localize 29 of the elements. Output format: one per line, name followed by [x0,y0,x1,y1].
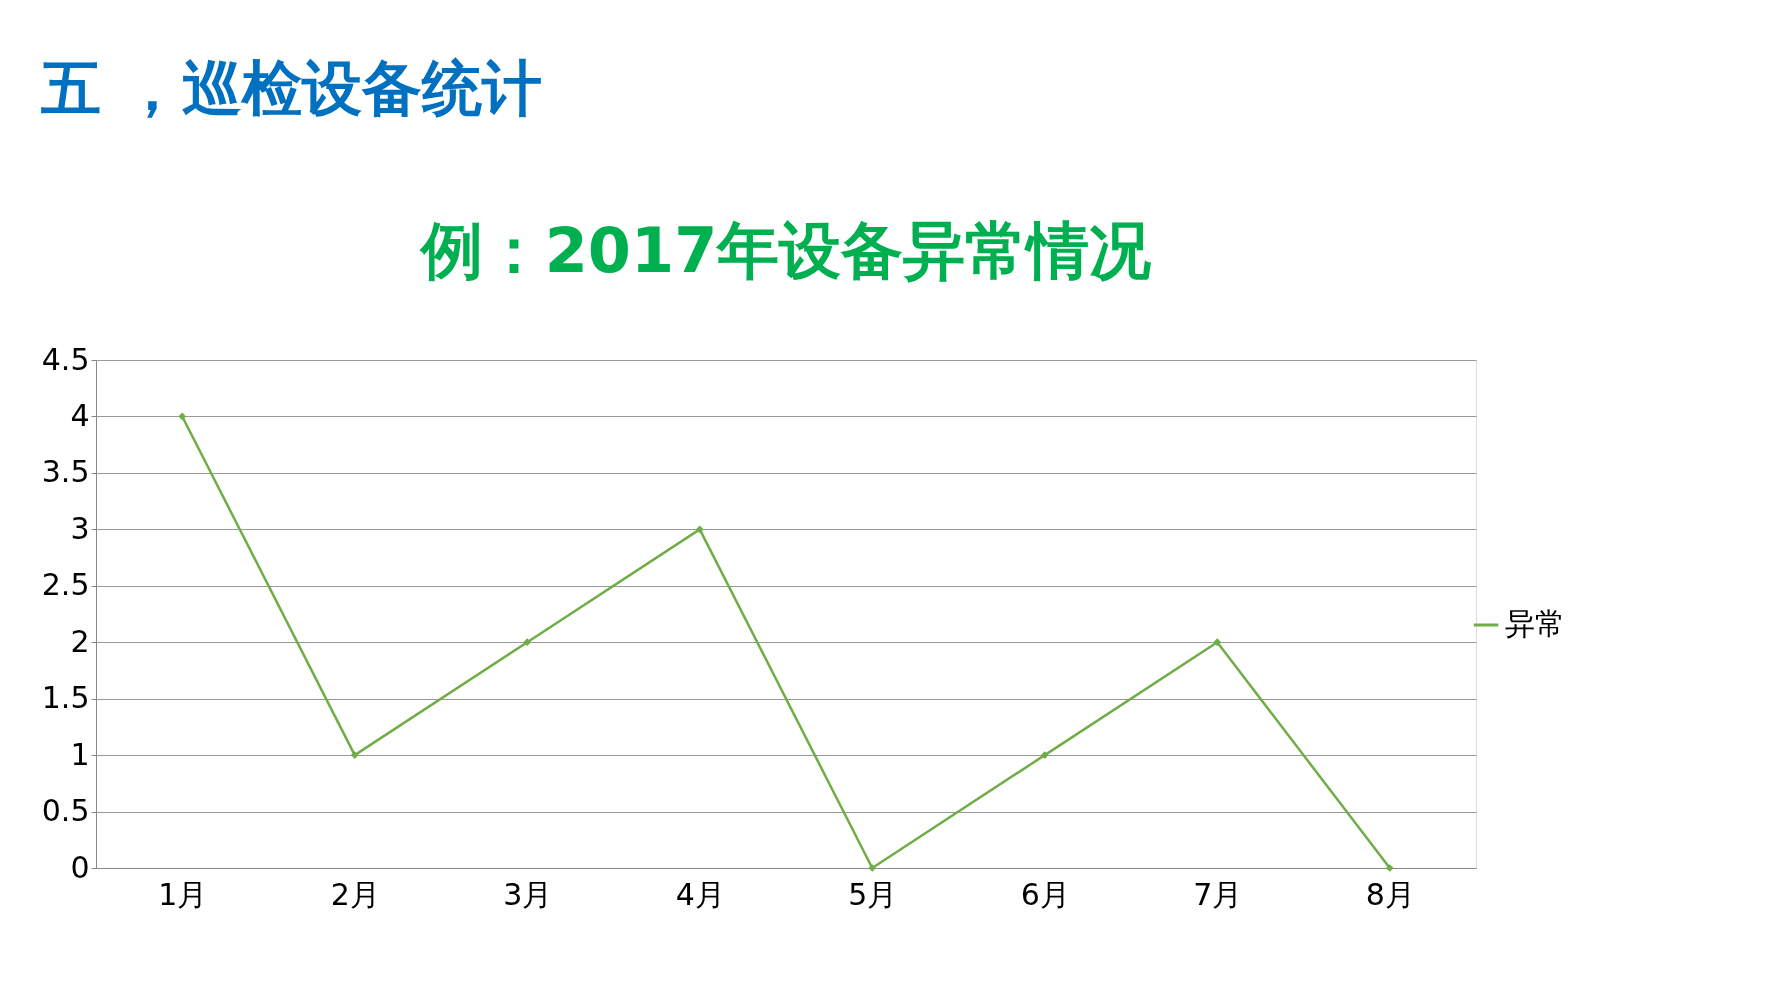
point [1385,864,1394,872]
x-tick-label: 7月 [1193,876,1243,912]
point [868,864,877,872]
x-tick-label: 1月 [158,876,208,912]
x-tick-label: 2月 [330,876,380,912]
chart-title: 五 ，巡检设备统计 [40,52,542,123]
point [1040,751,1049,759]
point [523,638,532,647]
point [695,525,704,534]
y-tick-label: 0.5 [41,793,90,829]
chart-subtitle: 例：2017年设备异常情况 [418,214,1152,287]
x-tick-label: 8月 [1365,876,1415,912]
x-tick-label: 4月 [675,876,725,912]
y-tick-label: 4 [70,397,90,433]
point [1213,638,1222,647]
y-tick-label: 4.5 [41,341,90,377]
y-tick-label: 0 [70,849,90,885]
x-tick-label: 3月 [503,876,553,912]
y-tick-label: 1.5 [41,680,90,716]
y-tick-label: 3.5 [41,454,90,490]
x-tick-label: 5月 [848,876,898,912]
legend-label: 异常 [1505,606,1565,641]
y-tick-label: 2.5 [41,567,90,603]
point [178,412,187,421]
point [350,751,359,759]
y-tick-label: 2 [70,623,90,659]
y-tick-label: 1 [70,736,90,772]
y-tick-label: 3 [70,510,90,546]
x-tick-label: 6月 [1020,876,1070,912]
